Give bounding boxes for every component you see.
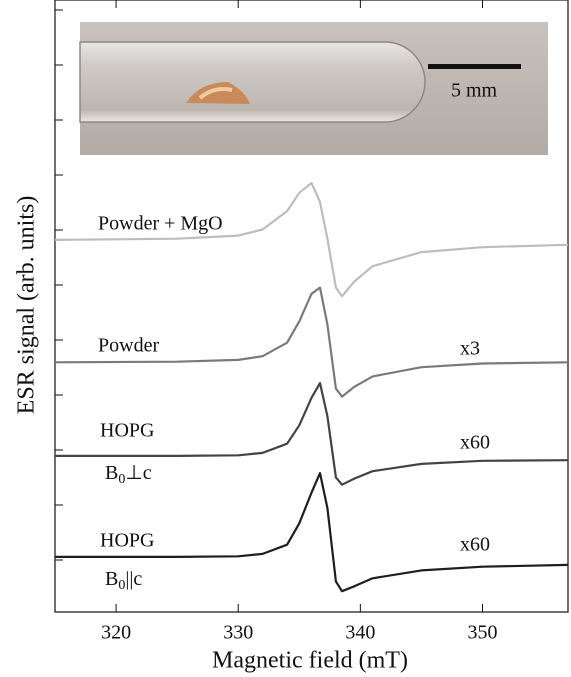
annotation: x60 (460, 534, 490, 556)
inset-photo (79, 22, 548, 155)
series-line (54, 286, 569, 398)
orientation-base: B (105, 568, 118, 590)
orientation-rest: ⊥c (125, 462, 151, 484)
orientation-base: B (105, 462, 118, 484)
annotation: x3 (460, 338, 480, 360)
plot-frame (54, 0, 569, 613)
x-tick-label: 330 (223, 622, 253, 644)
scale-bar-label: 5 mm (451, 80, 498, 102)
x-tick-label: 320 (101, 622, 131, 644)
series-line (54, 181, 569, 298)
x-axis-label: Magnetic field (mT) (212, 648, 408, 674)
x-tick-label: 340 (345, 622, 375, 644)
x-tick-label: 350 (468, 622, 498, 644)
series-label: Powder (98, 335, 159, 357)
orientation-sub: 0 (118, 472, 125, 487)
series-line (55, 382, 569, 486)
orientation-rest: ||c (125, 568, 142, 590)
y-axis-label: ESR signal (arb. units) (14, 196, 40, 415)
orientation-sub: 0 (118, 578, 125, 593)
series-label: Powder + MgO (98, 213, 223, 235)
orientation-label: B0⊥c (105, 462, 152, 488)
series-line (55, 472, 569, 593)
series-label: HOPG (100, 420, 154, 442)
annotation: x60 (460, 432, 490, 454)
series-label: HOPG (100, 530, 154, 552)
orientation-label: B0||c (105, 568, 142, 594)
